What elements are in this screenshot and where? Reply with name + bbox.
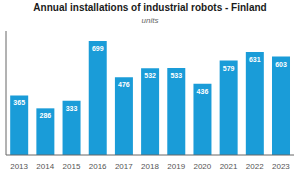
svg-text:2018: 2018	[141, 162, 159, 171]
svg-text:2021: 2021	[220, 162, 238, 171]
svg-text:533: 533	[170, 72, 182, 79]
svg-text:436: 436	[197, 88, 209, 95]
svg-text:699: 699	[92, 45, 104, 52]
svg-text:2019: 2019	[167, 162, 185, 171]
svg-text:476: 476	[118, 81, 130, 88]
html-text:Annual installations of indust: Annual installations of industrial robot…	[33, 2, 267, 13]
svg-text:2022: 2022	[246, 162, 264, 171]
html-text:units: units	[141, 16, 159, 25]
svg-text:333: 333	[66, 105, 78, 112]
svg-text:2017: 2017	[115, 162, 133, 171]
svg-text:579: 579	[223, 65, 235, 72]
svg-text:286: 286	[40, 112, 52, 119]
svg-text:2016: 2016	[89, 162, 107, 171]
svg-text:2014: 2014	[36, 162, 54, 171]
svg-text:2013: 2013	[10, 162, 28, 171]
svg-text:631: 631	[249, 56, 261, 63]
svg-text:603: 603	[275, 61, 287, 68]
svg-text:2015: 2015	[63, 162, 81, 171]
svg-text:2023: 2023	[272, 162, 290, 171]
svg-text:2020: 2020	[193, 162, 211, 171]
svg-text:365: 365	[13, 99, 25, 106]
svg-text:532: 532	[144, 72, 156, 79]
